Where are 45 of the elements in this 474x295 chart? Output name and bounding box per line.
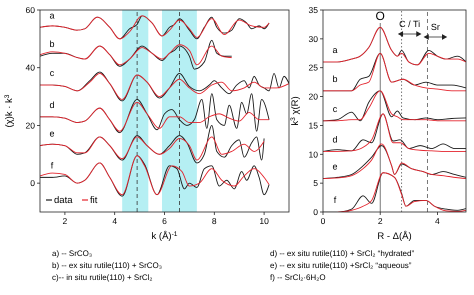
text: b) -- ex situ rutile(110) + SrCO₃ [52,261,162,270]
text: d) -- ex situ rutile(110) + SrCl₂ “hydrated” [270,249,414,258]
ref-line-label: Sr [430,22,440,32]
annotation: c [50,68,55,78]
annotation: a [332,44,338,55]
y-tick-label: 0 [313,207,318,217]
text: e) -- ex situ rutile(110) +SrCl₂ “aqueous” [270,261,412,270]
annotation: f [50,160,54,170]
x-tick-label: 2 [62,216,68,226]
text: a) -- SrCO₃ [52,249,92,258]
y-tick-label: 20 [308,92,318,102]
y-tick-label: 20 [26,120,36,130]
y-tick-label: 30 [308,34,318,44]
annotation: d [332,134,338,144]
y-tick-label: 5 [313,178,318,188]
x-tick-label: 10 [259,216,270,226]
y-tick-label: 60 [26,5,36,15]
legend-label: fit [90,195,98,206]
annotation: f [334,195,337,205]
annotation: e [332,162,338,172]
x-tick-label: 8 [212,216,217,226]
annotation: d [49,100,55,110]
annotation: c [332,104,338,114]
x-axis-title: k (Å)$^{-1}$ [152,230,178,242]
annotation: a [49,10,55,20]
y-tick-label: 10 [308,149,318,160]
x-tick-label: 4 [112,216,118,226]
x-tick-label: 2 [378,216,383,226]
text: f) -- SrCl₂·6H₂O [270,273,326,282]
annotation: b [332,74,338,84]
y-tick-label: 15 [308,120,318,130]
x-tick-label: 6 [162,216,168,226]
ref-line-label: C / Ti [399,19,420,29]
annotation: e [49,128,55,139]
x-axis-title: R - Δ(Å) [377,230,412,242]
y-tick-label: 35 [308,5,318,15]
y-tick-label: 0 [30,178,36,188]
y-tick-label: 40 [26,62,36,73]
ref-line-label: O [376,9,385,23]
x-tick-label: 0 [320,216,326,226]
y-tick-label: 25 [308,62,318,73]
x-tick-label: 4 [435,216,440,226]
text: c)-- in situ rutile(110) + SrCl₂ [52,273,153,282]
legend-label: data [54,195,74,206]
annotation: b [49,39,55,50]
